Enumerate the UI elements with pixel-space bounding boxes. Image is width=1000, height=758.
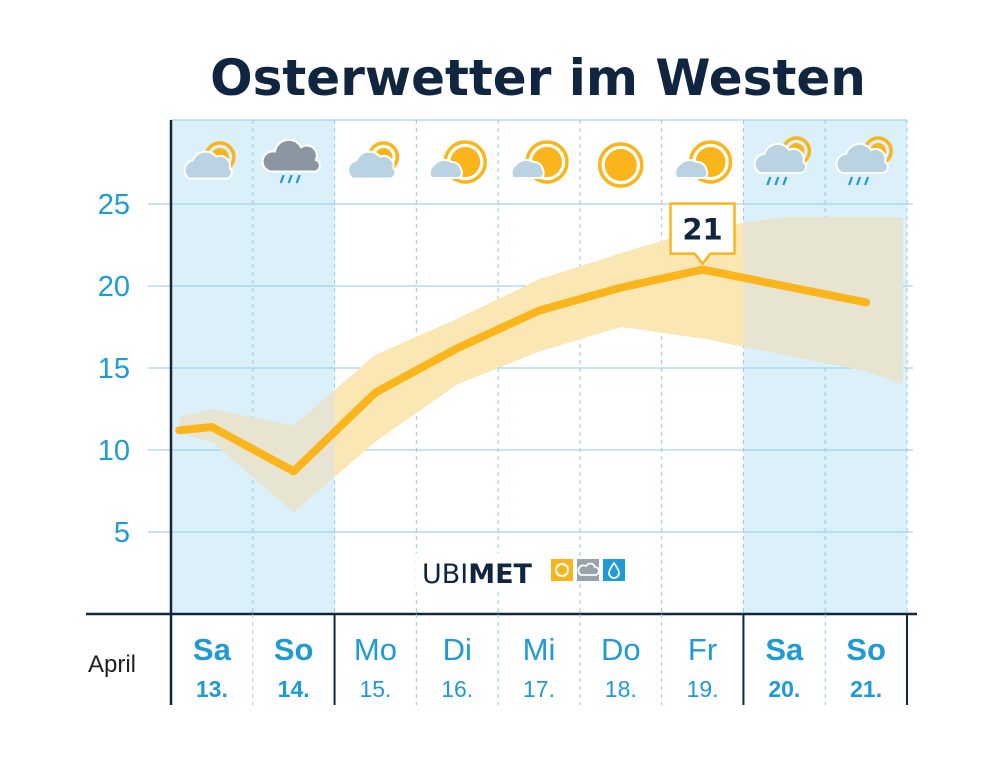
- day-date-label: 18.: [605, 676, 637, 702]
- sun-cloud-icon: [347, 141, 400, 180]
- sun-icon: [598, 142, 644, 188]
- day-date-label: 20.: [768, 676, 800, 702]
- day-weekday-label: So: [274, 632, 314, 667]
- sun-small-cloud-icon: [674, 140, 733, 184]
- callout-value: 21: [682, 213, 722, 247]
- sun-cloud-icon: [183, 141, 236, 180]
- day-date-label: 14.: [278, 676, 310, 702]
- y-tick-label-5: 5: [114, 517, 130, 549]
- day-date-label: 21.: [850, 676, 882, 702]
- day-weekday-label: Di: [443, 632, 472, 667]
- logo-sun-icon: [551, 559, 573, 581]
- callout-box: [669, 202, 736, 266]
- day-date-label: 19.: [687, 676, 719, 702]
- weekend-column: [252, 120, 335, 614]
- y-tick-label-10: 10: [98, 435, 130, 467]
- day-date-label: 15.: [359, 676, 391, 702]
- weekend-column: [743, 120, 826, 614]
- day-weekday-label: Sa: [193, 632, 232, 667]
- y-tick-label-25: 25: [98, 189, 130, 221]
- y-tick-label-15: 15: [98, 353, 130, 385]
- max-temperature-callout: 21: [669, 202, 736, 266]
- temperature-line-layer: [175, 265, 871, 476]
- weekend-column: [171, 120, 253, 614]
- month-label: April: [88, 651, 136, 678]
- ubimet-logo: UBIMET: [416, 553, 625, 591]
- sun-small-cloud-icon: [510, 140, 569, 184]
- y-tick-label-20: 20: [98, 271, 130, 303]
- day-weekday-label: Fr: [688, 632, 717, 667]
- temperature-line: [175, 265, 871, 476]
- background-layer: [171, 120, 907, 614]
- chart-title: Osterwetter im Westen: [210, 49, 866, 107]
- day-date-label: 16.: [441, 676, 473, 702]
- grid-layer: [148, 119, 913, 614]
- sun-rain-cloud-icon: [835, 136, 893, 186]
- day-weekday-label: Sa: [765, 632, 804, 667]
- axis-layer: 5 10 15 20 25: [86, 120, 917, 705]
- logo-cloud-icon: [577, 559, 600, 581]
- day-date-label: 17.: [523, 676, 555, 702]
- logo-text-bold: MET: [468, 559, 532, 590]
- svg-text:UBIMET: UBIMET: [422, 559, 533, 590]
- rain-cloud-icon: [261, 138, 321, 184]
- day-weekday-label: So: [846, 632, 886, 667]
- day-label-row: Sa 13. So 14. Mo 15. Di 16. Mi 17. Do 18. Fr 19. Sa 20.…: [193, 614, 908, 705]
- day-weekday-label: Mo: [354, 632, 397, 667]
- day-weekday-label: Do: [601, 632, 641, 667]
- logo-text-light: UBI: [422, 559, 468, 590]
- sun-small-cloud-icon: [428, 140, 487, 184]
- sun-rain-cloud-icon: [753, 136, 812, 186]
- weather-icon-row: [183, 136, 893, 188]
- day-date-label: 13.: [196, 676, 228, 702]
- logo-drop-icon: [603, 559, 625, 581]
- day-weekday-label: Mi: [523, 632, 556, 667]
